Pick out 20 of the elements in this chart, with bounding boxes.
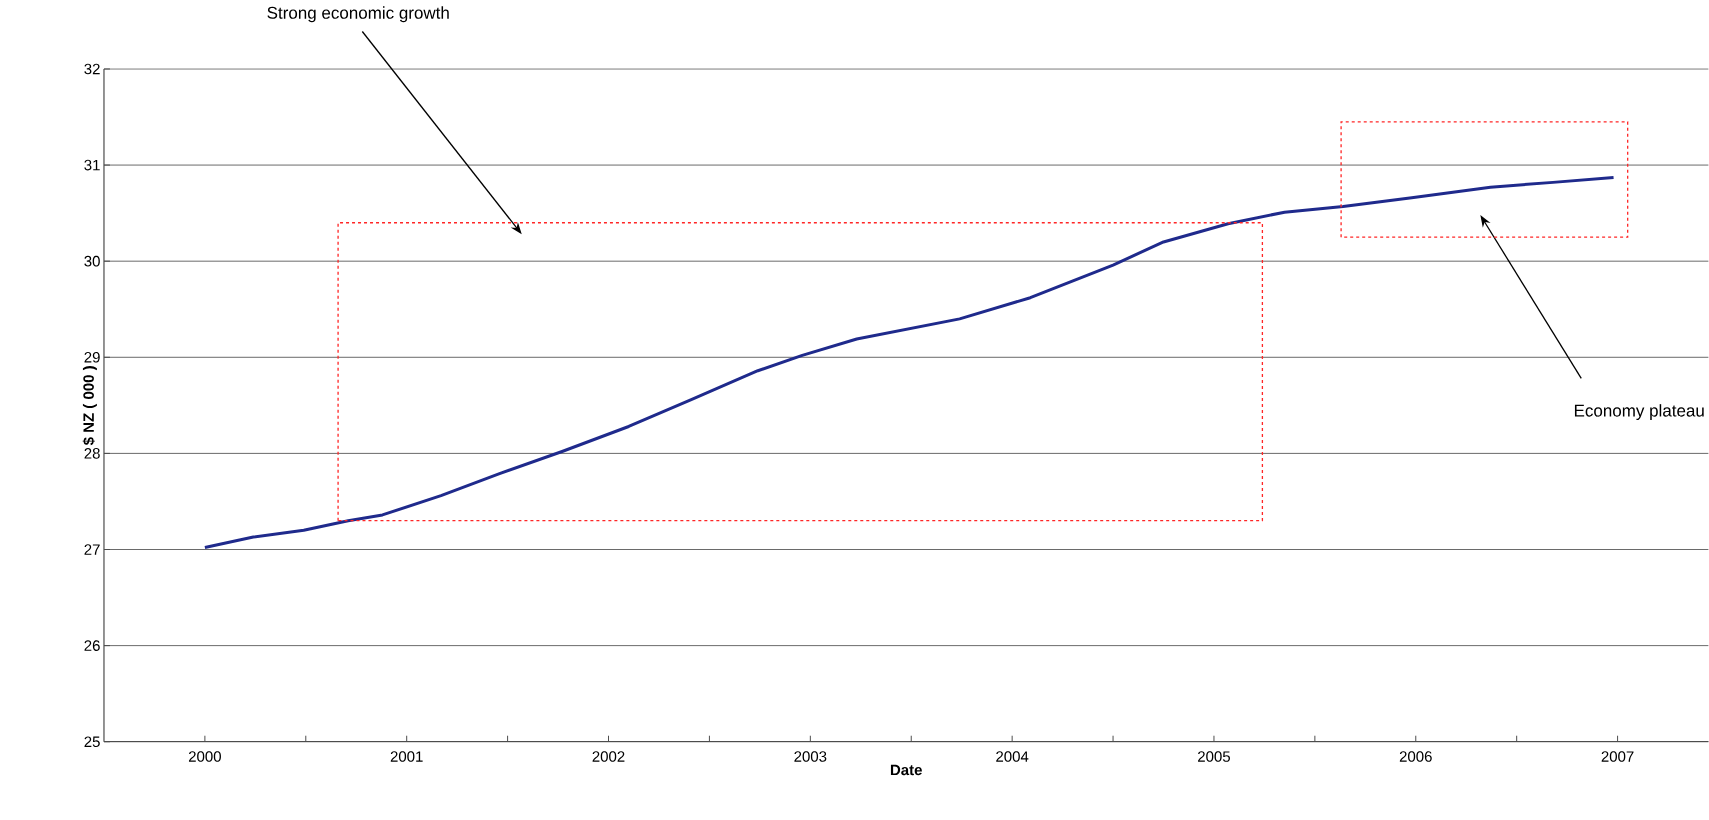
y-tick-label: 28 [84,448,100,459]
text: Strong economic growth [267,6,449,23]
y-tick-label: 29 [84,352,100,363]
y-tick-label: 32 [84,63,100,75]
annotation: Economy plateau [1574,404,1704,421]
x-axis-title: Date [890,764,922,776]
y-tick-label: 31 [84,159,100,171]
x-tick-label: 2001 [390,751,423,763]
y-tick-label: 26 [84,640,100,652]
y-tick-label: 30 [84,256,100,267]
x-tick-label: 2004 [996,751,1029,763]
x-tick-label: 2003 [794,751,827,763]
y-tick-label: 25 [84,736,100,748]
y-tick-label: 27 [84,544,100,555]
x-tick-label: 2000 [188,751,221,763]
x-tick-label: 2002 [592,751,625,763]
x-tick-label: 2006 [1399,751,1432,763]
x-tick-label: 2005 [1198,751,1230,763]
x-tick-label: 2007 [1601,751,1634,763]
y-axis-title: $ NZ ( 000 ) [82,366,97,446]
